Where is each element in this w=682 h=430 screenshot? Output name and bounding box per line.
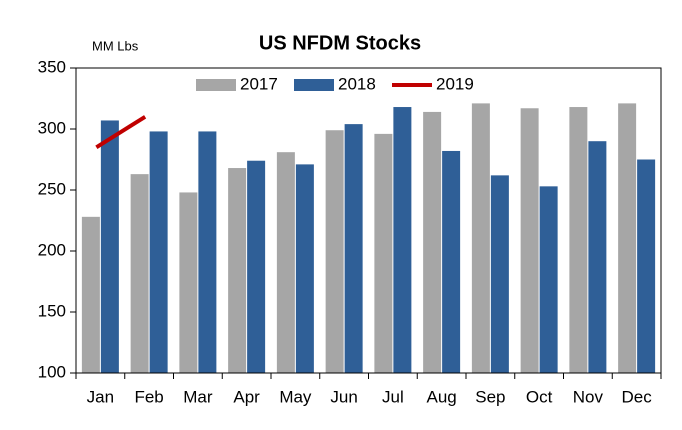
bar: [442, 150, 461, 373]
chart-title: US NFDM Stocks: [259, 32, 421, 54]
x-tick-label: Jul: [382, 387, 404, 406]
bar: [247, 160, 266, 373]
x-tick-label: Nov: [573, 387, 604, 406]
y-tick-label: 100: [38, 362, 66, 381]
bar: [276, 152, 295, 373]
line: [95, 115, 147, 149]
y-tick-label: 300: [38, 118, 66, 137]
x-tick-label: Dec: [622, 387, 653, 406]
x-tick-label: Oct: [526, 387, 553, 406]
bar: [100, 120, 119, 374]
x-tick-label: Sep: [475, 387, 505, 406]
bar: [471, 103, 490, 373]
bar: [149, 131, 168, 373]
legend-label: 2019: [436, 74, 474, 93]
legend-swatch: [294, 79, 334, 91]
legend-label: 2018: [338, 74, 376, 93]
bar: [588, 141, 607, 373]
bar: [393, 107, 412, 373]
bar: [490, 175, 509, 373]
bar: [228, 168, 247, 373]
bar: [423, 111, 442, 374]
x-tick-label: Apr: [233, 387, 260, 406]
bar: [130, 174, 149, 373]
x-tick-label: May: [279, 387, 312, 406]
bar: [637, 159, 656, 373]
bar: [344, 124, 363, 374]
bar: [539, 186, 558, 373]
x-tick-label: Jun: [330, 387, 357, 406]
y-axis-label: MM Lbs: [92, 38, 139, 53]
x-tick-label: Mar: [183, 387, 213, 406]
bar: [198, 131, 217, 373]
bar: [295, 164, 314, 373]
bar: [374, 133, 393, 373]
y-tick-label: 250: [38, 179, 66, 198]
x-tick-label: Feb: [134, 387, 163, 406]
bar: [618, 103, 637, 373]
legend-label: 2017: [240, 74, 278, 93]
x-tick-label: Jan: [87, 387, 114, 406]
y-tick-label: 150: [38, 301, 66, 320]
bar: [179, 192, 198, 373]
x-tick-label: Aug: [427, 387, 457, 406]
bar: [325, 130, 344, 373]
bar: [81, 216, 100, 373]
y-tick-label: 200: [38, 240, 66, 259]
bar: [520, 108, 539, 373]
bar: [569, 107, 588, 373]
legend-swatch: [196, 79, 236, 91]
y-tick-label: 350: [38, 57, 66, 76]
